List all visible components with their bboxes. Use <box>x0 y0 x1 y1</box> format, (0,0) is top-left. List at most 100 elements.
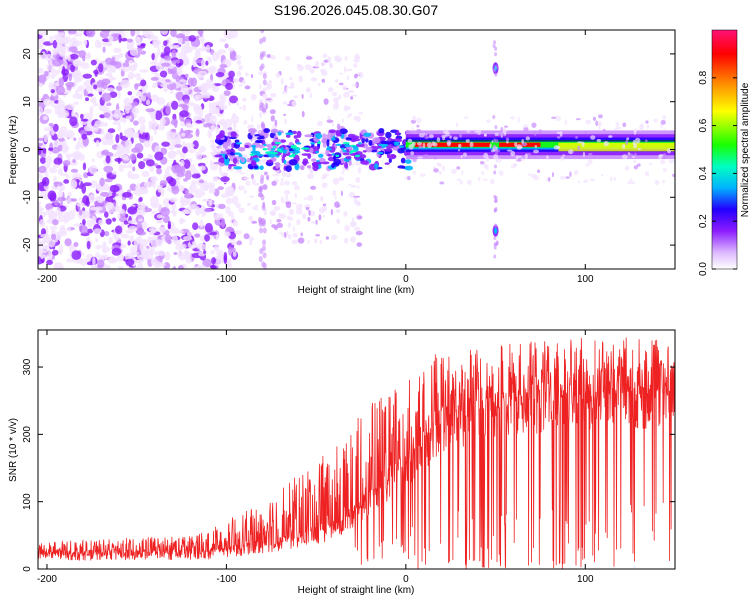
spectrogram-blob <box>353 63 358 68</box>
spectrogram-blob <box>279 213 286 219</box>
spectrogram-blob <box>53 82 60 87</box>
spectrogram-blob <box>160 206 170 217</box>
spectrogram-blob <box>145 108 155 113</box>
spectrogram-blob <box>251 145 257 148</box>
spectrogram-blob <box>350 184 357 188</box>
spectrogram-blob <box>223 231 231 237</box>
spectrogram-blob <box>228 70 235 79</box>
spectrogram-blob <box>261 93 268 99</box>
spectrogram-blob <box>406 176 411 181</box>
spectrogram-blob <box>194 265 202 269</box>
spectrogram-blob <box>201 198 210 202</box>
spectrogram-blob <box>339 144 347 149</box>
spectrogram-blob <box>65 130 75 139</box>
spectrogram-blob <box>261 245 266 252</box>
spectrogram-core <box>414 142 491 147</box>
spectrogram-blob <box>285 132 294 136</box>
spectrogram-blob <box>95 87 105 92</box>
spectrogram-blob <box>592 116 596 121</box>
spectrogram-blob <box>150 94 159 102</box>
spectrogram-blob <box>145 159 155 167</box>
spectrogram-blob <box>150 76 159 81</box>
spectrogram-blob <box>668 159 675 164</box>
snr-y-label: SNR (10 * v/v) <box>8 418 19 482</box>
spectrogram-blob <box>172 132 181 141</box>
spectrogram-blob <box>164 234 172 244</box>
spectrogram-blob <box>484 133 487 137</box>
spectrogram-blob <box>218 100 225 111</box>
spectrogram-blob <box>44 53 53 58</box>
spectrogram-blob <box>494 207 498 212</box>
spectrogram-blob <box>94 238 99 243</box>
spectrogram-blob <box>210 143 217 151</box>
spectrogram-blob <box>287 221 292 228</box>
spectrogram-blob <box>477 129 482 135</box>
spectrogram-blob <box>565 176 570 179</box>
spectrogram-blob <box>82 218 86 226</box>
spectrogram-blob <box>107 258 117 264</box>
spectrogram-blob <box>345 137 352 141</box>
spectrogram-blob <box>159 117 166 126</box>
spectrogram-blob <box>43 134 48 143</box>
spectrogram-blob <box>205 44 211 53</box>
spectrogram-blob <box>251 115 254 123</box>
spectrogram-blob <box>235 202 241 209</box>
spectrogram-blob <box>110 76 117 81</box>
spectrogram-blob <box>224 43 229 49</box>
spectrogram-blob <box>315 234 320 237</box>
spectrogram-blob <box>236 59 242 66</box>
spectrogram-blob <box>315 151 319 154</box>
spectrogram-blob <box>200 91 211 99</box>
spectrogram-blob <box>208 199 213 206</box>
spectrogram-blob <box>209 265 217 269</box>
spectrogram-blob <box>92 102 99 107</box>
spectrogram-blob <box>302 160 307 166</box>
spectrogram-blob <box>265 151 273 154</box>
spectrogram-blob <box>101 30 111 34</box>
spectrogram-blob <box>89 180 98 188</box>
spectrogram-blob <box>127 206 138 215</box>
spectrogram-blob <box>225 82 233 91</box>
spectrogram-blob <box>79 258 88 266</box>
spectrogram-blob <box>129 235 134 243</box>
spectrogram-blob <box>132 189 143 196</box>
spectrogram-blob <box>205 185 215 190</box>
spectrogram-blob <box>271 180 277 186</box>
spectrogram-blob <box>274 162 281 165</box>
spectrogram-blob <box>229 136 238 140</box>
spectrogram-blob <box>453 136 458 140</box>
spectrogram-blob <box>38 142 44 147</box>
spectrogram-blob <box>485 157 490 162</box>
spectrogram-blob <box>494 52 498 57</box>
spectrogram-blob <box>332 190 337 196</box>
spectrogram-blob <box>133 120 139 126</box>
spectrogram-blob <box>340 190 343 197</box>
spectrogram-blob <box>502 127 507 134</box>
spectrogram-blob <box>339 128 348 135</box>
spectrogram-blob <box>383 144 389 147</box>
spectrogram-blob <box>305 56 313 60</box>
spectrogram-blob <box>356 200 360 207</box>
spectrogram-blob <box>462 152 467 157</box>
spectrogram-blob <box>342 152 350 156</box>
spectrogram-blob <box>358 112 364 115</box>
spectrogram-blob <box>334 201 340 209</box>
spectrogram-blob <box>236 70 242 77</box>
spectrogram-blob <box>101 92 112 102</box>
spectrogram-blob <box>416 117 422 124</box>
spectrogram-blob <box>117 90 121 99</box>
spectrogram-blob <box>649 162 652 166</box>
spectrogram-blob <box>239 172 246 175</box>
spectrogram-blob <box>412 156 417 163</box>
spectrogram-blob <box>307 240 310 244</box>
spectrogram-blob <box>439 181 445 185</box>
y-tick-label: 0 <box>22 146 33 152</box>
colorbar-gradient <box>711 29 738 270</box>
spectrogram-blob <box>310 142 315 145</box>
spectrogram-blob <box>127 91 133 96</box>
spectrogram-blob <box>51 146 60 154</box>
spectrogram-blob <box>123 220 129 225</box>
spectrogram-blob <box>310 221 316 224</box>
spectrogram-blob <box>197 30 204 36</box>
spectrogram-blob <box>226 168 236 172</box>
